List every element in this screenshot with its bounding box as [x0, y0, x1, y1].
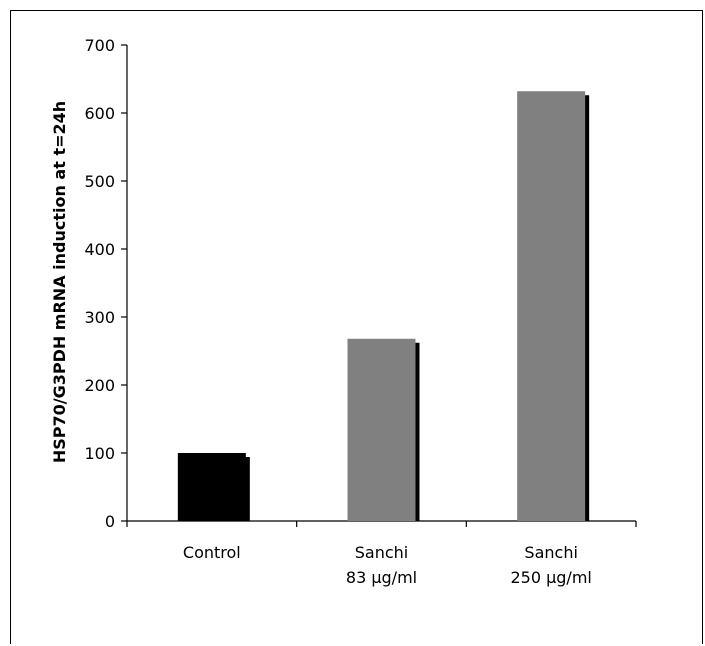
y-axis-title: HSP70/G3PDH mRNA induction at t=24h: [50, 101, 69, 463]
y-tick-label: 500: [84, 172, 115, 191]
x-category-label: Sanchi: [355, 543, 408, 562]
y-tick-label: 100: [84, 444, 115, 463]
y-tick-label: 300: [84, 308, 115, 327]
x-category-sublabel: 83 µg/ml: [346, 568, 417, 587]
chart-frame: [10, 10, 703, 644]
y-tick-label: 700: [84, 36, 115, 55]
labels: Control Sanchi 83 µg/ml Sanchi 250 µg/ml: [183, 543, 592, 587]
y-tick-label: 600: [84, 104, 115, 123]
bar: [177, 453, 246, 521]
y-tick-label: 400: [84, 240, 115, 259]
y-tick-label: 200: [84, 376, 115, 395]
bars: [177, 91, 590, 522]
bar: [347, 338, 416, 521]
x-category-label: Sanchi: [524, 543, 577, 562]
y-tick-label: 0: [105, 512, 115, 531]
x-category-sublabel: 250 µg/ml: [510, 568, 591, 587]
x-category-label: Control: [183, 543, 241, 562]
bar: [517, 91, 586, 522]
